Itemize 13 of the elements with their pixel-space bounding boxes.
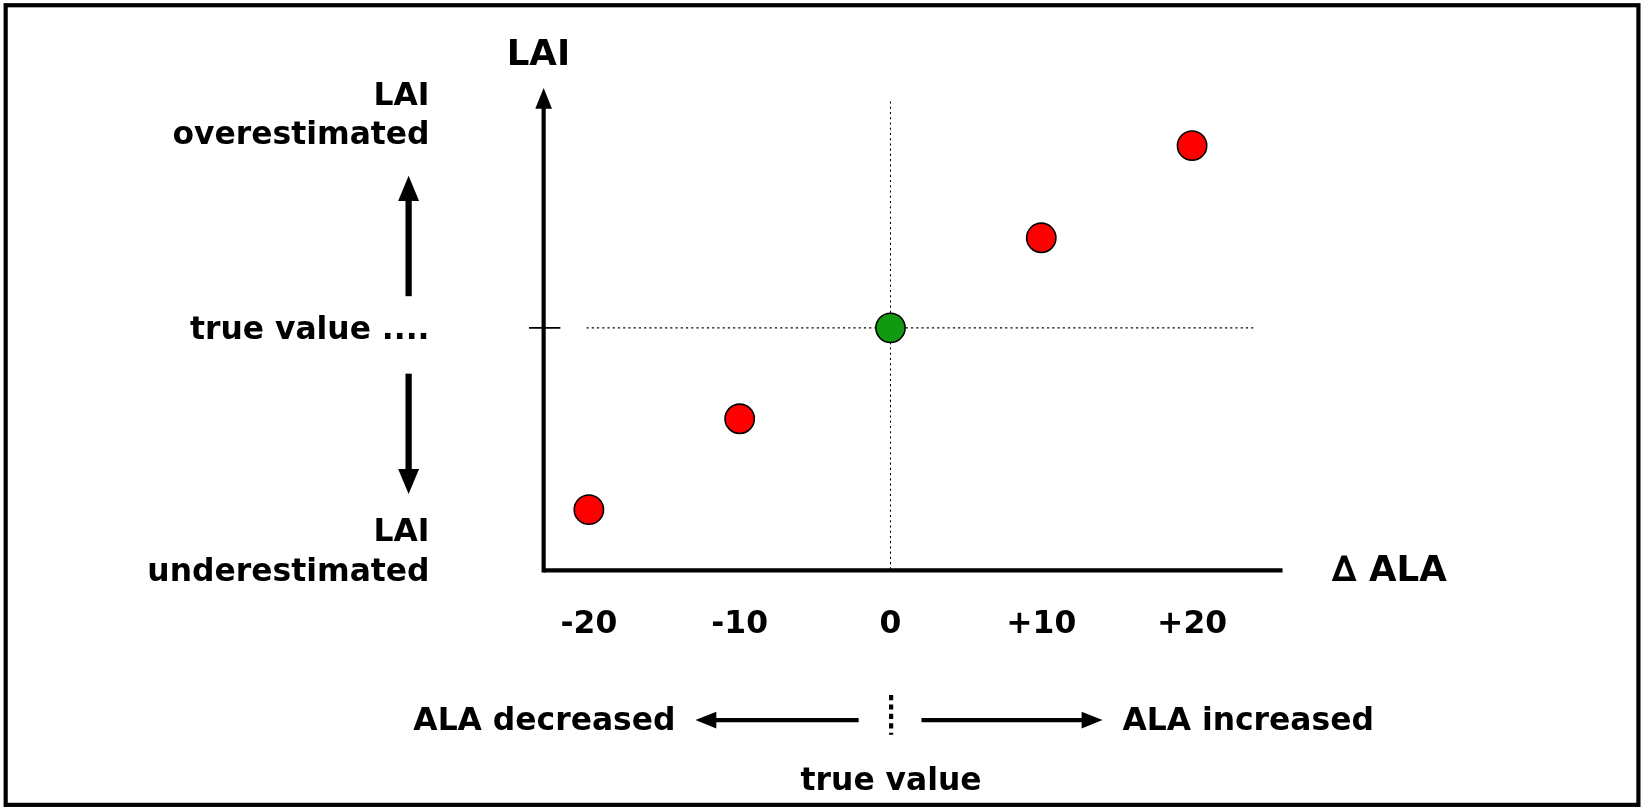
x-tick-label: +10	[1006, 604, 1077, 641]
x-tick-label: +20	[1157, 604, 1228, 641]
ref-line-label: true value ....	[189, 309, 430, 346]
x-axis-title: ∆ ALA	[1331, 547, 1448, 589]
text: LAI underestimated	[147, 512, 430, 588]
text: ALA increased	[1122, 700, 1374, 737]
text: ALA decreased	[413, 700, 676, 737]
x-tick-label: 0	[879, 604, 902, 641]
x-tick-label: -20	[560, 604, 618, 641]
text: true value	[800, 761, 982, 798]
y-axis-title: LAI	[506, 31, 571, 73]
text: LAI overestimated	[172, 75, 430, 152]
x-tick-label: -10	[711, 604, 769, 641]
